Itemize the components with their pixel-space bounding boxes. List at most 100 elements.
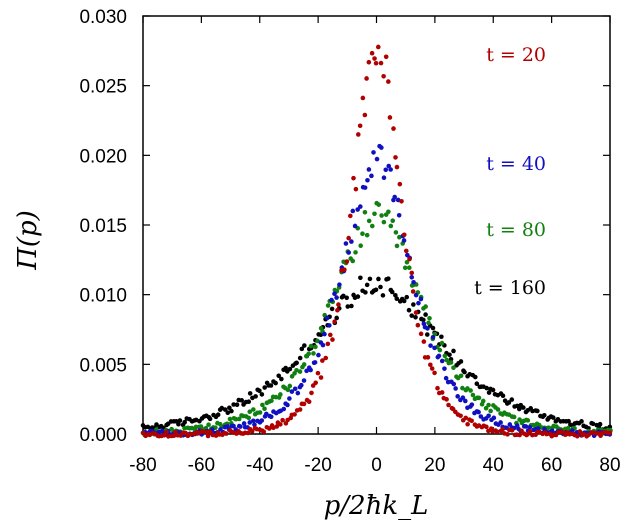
data-point: [234, 402, 240, 408]
data-point: [509, 397, 515, 402]
data-point: [462, 369, 467, 375]
data-point: [336, 302, 341, 307]
x-tick-label: 80: [599, 455, 620, 476]
data-point: [437, 347, 443, 353]
data-point: [322, 331, 327, 337]
data-point: [397, 234, 402, 240]
data-point: [439, 358, 445, 364]
data-point: [332, 291, 337, 297]
data-point: [381, 74, 386, 79]
data-point: [423, 312, 428, 317]
data-point: [500, 427, 505, 432]
data-point: [376, 202, 382, 207]
data-point: [371, 150, 376, 155]
data-point: [297, 355, 303, 361]
data-point: [366, 59, 372, 65]
data-point: [358, 275, 363, 281]
data-point: [287, 366, 293, 372]
data-point: [352, 223, 358, 229]
y-tick-label: 0.015: [79, 216, 127, 237]
x-tick-label: 0: [371, 455, 382, 476]
data-point: [364, 232, 370, 238]
data-point: [318, 375, 324, 380]
data-point: [353, 250, 358, 255]
data-point: [579, 419, 584, 424]
data-point: [425, 355, 431, 360]
data-point: [483, 405, 489, 411]
data-point: [343, 241, 349, 246]
data-point: [378, 284, 383, 290]
data-point: [435, 385, 440, 391]
data-point: [423, 304, 428, 309]
x-axis-title: p/2ħk_L: [324, 491, 429, 521]
data-point: [250, 418, 256, 424]
data-point: [388, 167, 393, 172]
y-tick-labels: 0.000 0.005 0.010 0.015 0.020 0.025 0.030: [79, 7, 127, 446]
data-point: [413, 292, 419, 298]
data-point: [401, 298, 407, 304]
data-point: [189, 432, 194, 437]
data-point: [357, 123, 363, 129]
data-point: [344, 295, 349, 301]
data-point: [399, 198, 404, 204]
data-point: [261, 429, 267, 435]
data-point: [397, 181, 403, 187]
data-point: [380, 293, 386, 298]
x-tick-label: 40: [483, 455, 504, 476]
data-point: [468, 388, 473, 393]
data-point: [279, 376, 284, 382]
data-point: [295, 390, 301, 396]
data-point: [247, 409, 253, 415]
data-point: [246, 415, 252, 421]
data-point: [542, 412, 547, 418]
data-point: [259, 418, 265, 423]
data-point: [306, 351, 311, 357]
data-point: [390, 218, 396, 223]
data-point: [262, 406, 267, 412]
y-tick-label: 0.000: [79, 425, 127, 446]
data-point: [344, 259, 350, 264]
data-point: [517, 417, 522, 422]
data-point: [193, 424, 199, 430]
data-point: [442, 353, 448, 359]
data-point: [517, 432, 522, 438]
data-point: [227, 416, 233, 422]
data-point: [465, 421, 470, 427]
data-point: [607, 430, 613, 435]
data-point: [525, 418, 531, 423]
data-point: [329, 297, 334, 303]
data-point: [241, 421, 247, 426]
data-point: [411, 279, 416, 285]
data-point: [439, 334, 444, 340]
data-point: [262, 385, 267, 390]
data-point: [313, 380, 318, 386]
data-point: [362, 210, 368, 215]
data-point: [416, 300, 421, 306]
data-point: [476, 395, 482, 401]
data-point: [458, 373, 464, 379]
data-point: [159, 428, 165, 434]
data-point: [484, 385, 490, 391]
data-point: [177, 418, 183, 423]
data-point: [334, 315, 339, 321]
data-point: [484, 424, 489, 430]
data-point: [448, 360, 454, 365]
data-point: [486, 402, 491, 408]
data-point: [327, 323, 332, 328]
data-point: [394, 243, 400, 249]
data-point: [222, 407, 228, 412]
data-point: [432, 370, 437, 376]
data-point: [164, 429, 169, 435]
data-point: [337, 282, 342, 287]
x-tick-labels: -80 -60 -40 -20 0 20 40 60 80: [129, 455, 620, 476]
data-point: [325, 341, 331, 347]
data-point: [478, 414, 484, 419]
data-point: [393, 230, 399, 235]
data-point: [409, 275, 415, 280]
data-point: [451, 381, 457, 387]
data-point: [283, 421, 289, 426]
data-point: [302, 343, 307, 348]
data-point: [227, 405, 232, 411]
data-point: [407, 256, 412, 262]
data-point: [388, 223, 394, 229]
